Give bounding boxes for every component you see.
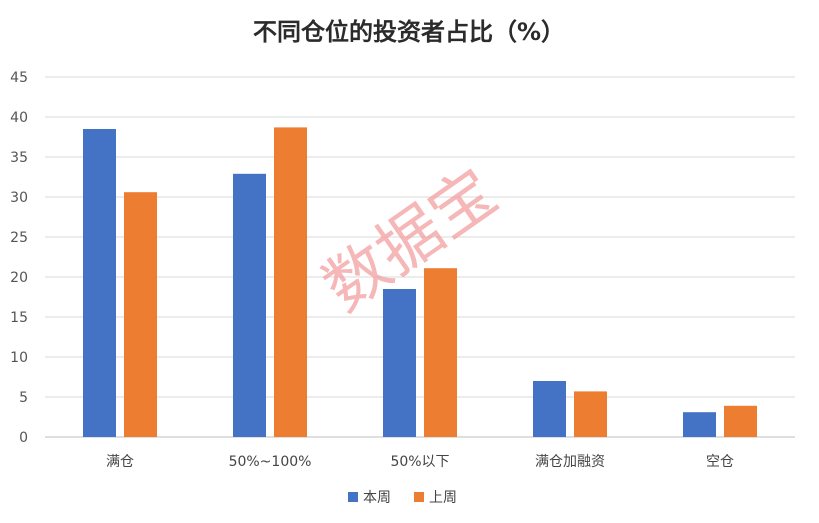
y-tick-label: 5 [19,390,28,406]
bar-last-week [574,391,607,437]
bar-last-week [724,405,757,437]
y-tick-label: 10 [10,350,28,366]
bar-last-week [274,127,307,438]
y-tick-label: 25 [10,230,28,246]
legend: 本周 上周 [348,490,457,506]
y-tick-label: 45 [10,70,28,86]
bar-this-week [83,129,116,437]
gridlines [45,76,795,438]
bar-last-week [124,192,157,437]
y-tick-label: 15 [10,310,28,326]
legend-swatch [348,492,358,502]
x-category-label: 满仓 [106,454,134,470]
y-tick-label: 30 [10,190,28,206]
bar-this-week [683,412,716,437]
legend-label: 上周 [429,490,457,506]
chart-title: 不同仓位的投资者占比（%） [253,18,565,46]
bars [83,127,757,438]
bar-this-week [233,173,266,438]
y-tick-label: 40 [10,110,28,126]
bar-this-week [533,381,566,437]
x-axis-categories: 满仓 50%~100% 50%以下 满仓加融资 空仓 [106,454,734,470]
x-category-label: 50%以下 [390,454,449,470]
x-category-label: 空仓 [706,454,734,470]
y-tick-label: 0 [19,430,28,446]
legend-label: 本周 [363,490,391,506]
x-category-label: 满仓加融资 [535,454,605,470]
bar-last-week [424,268,457,437]
y-tick-label: 35 [10,150,28,166]
x-category-label: 50%~100% [229,454,312,470]
y-tick-label: 20 [10,270,28,286]
bar-this-week [383,289,416,437]
legend-swatch [414,492,424,502]
y-axis-ticks: 0 5 10 15 20 25 30 35 40 45 [10,70,28,446]
